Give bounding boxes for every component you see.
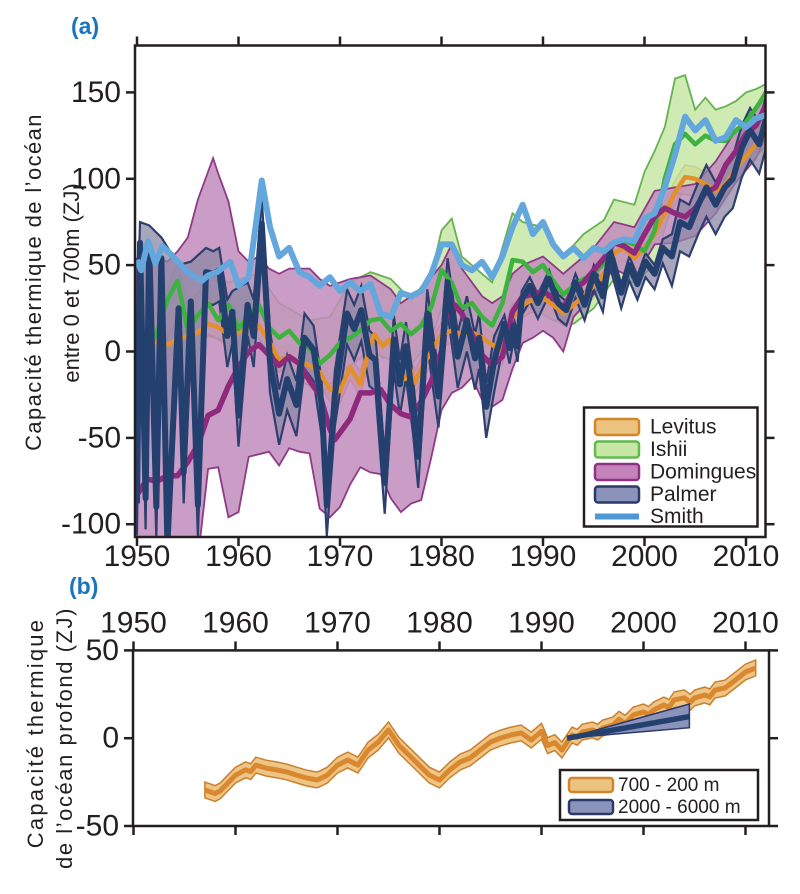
svg-text:2000: 2000 (610, 606, 677, 639)
svg-text:1980: 1980 (408, 540, 475, 573)
svg-text:2010: 2010 (713, 540, 780, 573)
svg-text:700 - 200 m: 700 - 200 m (618, 775, 719, 796)
svg-text:Levitus: Levitus (650, 416, 717, 439)
svg-text:Capacité thermique de l’océan: Capacité thermique de l’océan (21, 113, 46, 451)
svg-text:2000: 2000 (611, 540, 678, 573)
svg-text:0: 0 (102, 722, 119, 755)
svg-text:1950: 1950 (104, 540, 171, 573)
svg-text:de l’océan profond (ZJ): de l’océan profond (ZJ) (52, 607, 77, 869)
svg-text:0: 0 (104, 335, 121, 368)
svg-text:1960: 1960 (202, 606, 269, 639)
svg-text:entre 0 et 700m (ZJ): entre 0 et 700m (ZJ) (59, 183, 84, 382)
svg-text:Domingues: Domingues (650, 461, 756, 484)
svg-text:1960: 1960 (205, 540, 272, 573)
svg-text:50: 50 (86, 634, 119, 667)
svg-text:1970: 1970 (304, 606, 371, 639)
svg-text:50: 50 (88, 249, 121, 282)
svg-text:(b): (b) (69, 573, 98, 599)
svg-text:1950: 1950 (100, 606, 167, 639)
svg-text:Capacité thermique: Capacité thermique (23, 618, 48, 848)
svg-text:1970: 1970 (307, 540, 374, 573)
svg-text:1990: 1990 (510, 540, 577, 573)
svg-text:-50: -50 (76, 810, 119, 843)
svg-text:150: 150 (71, 76, 121, 109)
svg-text:(a): (a) (71, 13, 99, 39)
svg-text:2010: 2010 (712, 606, 779, 639)
svg-text:-100: -100 (61, 508, 121, 541)
svg-text:Smith: Smith (650, 505, 704, 528)
svg-text:2000 - 6000 m: 2000 - 6000 m (618, 797, 741, 818)
svg-text:100: 100 (71, 162, 121, 195)
svg-text:Ishii: Ishii (650, 438, 687, 461)
svg-text:1990: 1990 (508, 606, 575, 639)
svg-text:1980: 1980 (406, 606, 473, 639)
svg-text:-50: -50 (78, 421, 121, 454)
svg-text:Palmer: Palmer (650, 483, 717, 506)
